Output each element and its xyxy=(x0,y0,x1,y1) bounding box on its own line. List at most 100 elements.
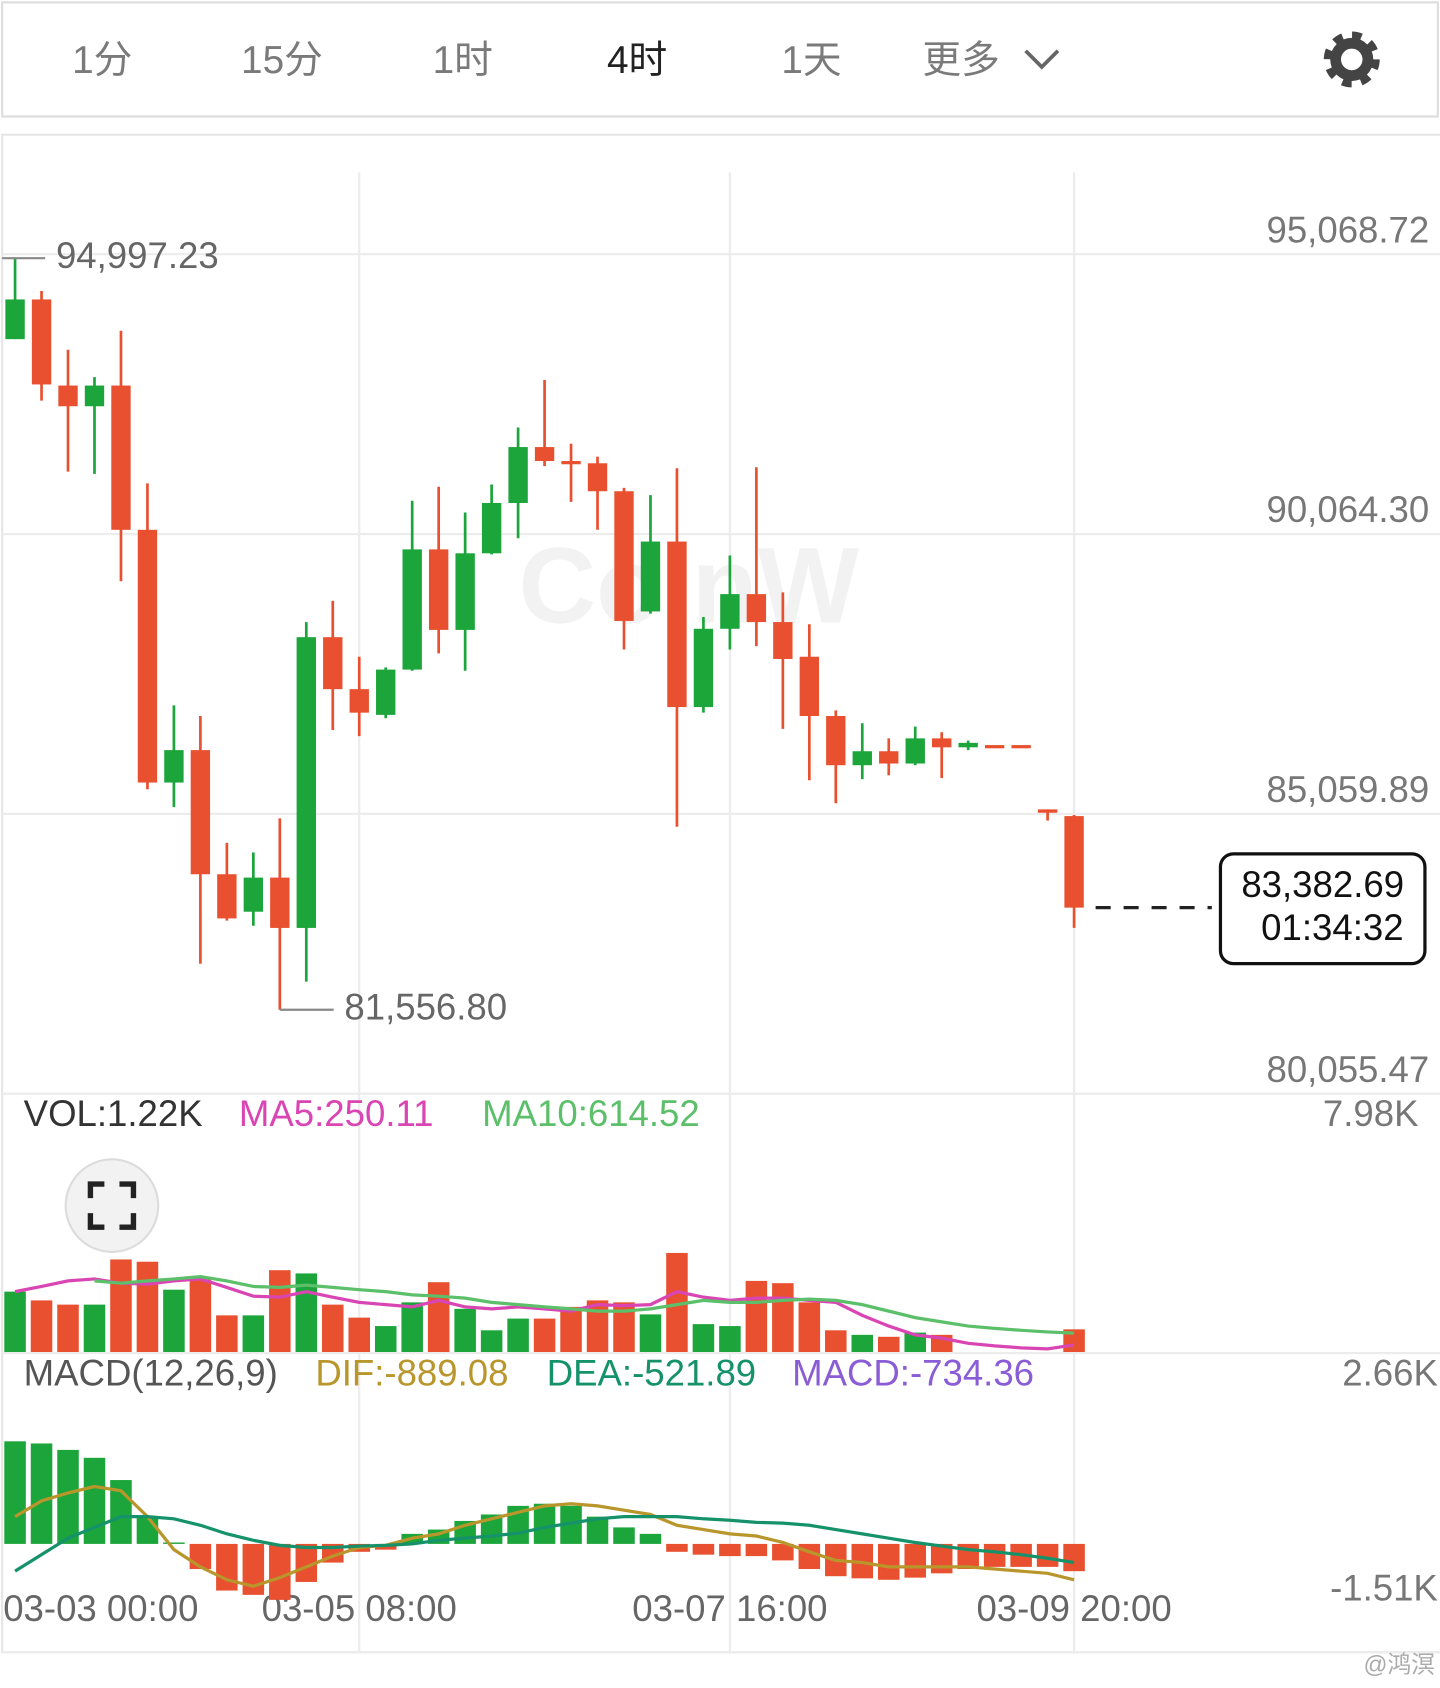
bar xyxy=(374,1326,397,1354)
bar xyxy=(4,1441,26,1544)
bar xyxy=(110,1259,132,1354)
x-tick-label: 03-03 00:00 xyxy=(3,1588,198,1629)
candle-body xyxy=(640,541,661,612)
candle-body xyxy=(190,750,211,875)
more-chevron[interactable] xyxy=(1024,49,1060,70)
candle-body xyxy=(984,745,1005,749)
bar xyxy=(348,1317,371,1354)
candle-body xyxy=(932,738,952,748)
bar xyxy=(904,1332,926,1354)
bar xyxy=(851,1334,874,1354)
bar xyxy=(269,1270,291,1354)
bar xyxy=(877,1543,900,1580)
candle-body xyxy=(164,750,184,783)
bar xyxy=(586,1300,609,1354)
candle-body xyxy=(323,637,343,690)
bar xyxy=(269,1543,291,1600)
bar xyxy=(745,1280,768,1354)
candle-body xyxy=(137,529,158,783)
bar xyxy=(480,1330,503,1354)
bar xyxy=(613,1527,635,1544)
bar xyxy=(692,1324,715,1354)
bar xyxy=(295,1543,318,1582)
bar xyxy=(877,1336,900,1354)
candle-body xyxy=(826,716,846,766)
x-tick-label: 03-07 16:00 xyxy=(632,1588,827,1629)
candle-body xyxy=(217,874,237,919)
gear-ring[interactable] xyxy=(1330,37,1374,81)
bar xyxy=(798,1302,821,1354)
bar xyxy=(533,1318,556,1354)
bar xyxy=(745,1543,768,1557)
bar xyxy=(163,1542,185,1544)
candle-body xyxy=(296,637,316,928)
candle-body xyxy=(481,502,502,554)
timeframe-tab[interactable]: 1分 xyxy=(72,39,132,82)
timeframe-tab[interactable]: 1时 xyxy=(433,39,493,82)
bar xyxy=(83,1457,106,1544)
candle-body xyxy=(1011,745,1031,749)
bar xyxy=(242,1315,265,1354)
bar xyxy=(560,1505,582,1544)
bar xyxy=(560,1306,582,1354)
bar xyxy=(189,1276,212,1354)
plot: 95,068.72 90,064.30 85,059.89 80,055.47 03-0… xyxy=(2,172,1440,1654)
legend-entry: MA10:614.52 xyxy=(482,1093,700,1134)
candle-body xyxy=(879,751,899,764)
candle-body xyxy=(905,738,925,764)
bar xyxy=(163,1289,185,1354)
candle-body xyxy=(111,385,131,530)
timeframe-tab[interactable]: 1天 xyxy=(781,39,841,82)
timeframe-tab[interactable]: 4时 xyxy=(607,39,667,82)
bar xyxy=(4,1291,26,1354)
bar xyxy=(719,1543,741,1557)
x-tick-label: 03-05 08:00 xyxy=(262,1588,457,1629)
legend-entry: MA5:250.11 xyxy=(239,1093,434,1134)
legend-title: MACD(12,26,9) xyxy=(24,1352,278,1393)
settings-icon[interactable] xyxy=(1323,31,1380,88)
y-tick-label: 90,064.30 xyxy=(1267,489,1430,530)
bar xyxy=(136,1516,159,1544)
candle-body xyxy=(31,299,52,385)
y-tick-label: 2.66K xyxy=(1342,1352,1438,1393)
timeframe-tab[interactable]: 更多 xyxy=(922,39,999,82)
bar xyxy=(401,1302,423,1354)
candle-body xyxy=(270,877,290,928)
y-tick-label: -1.51K xyxy=(1330,1568,1438,1609)
bar xyxy=(666,1543,688,1552)
fullscreen-circle[interactable] xyxy=(64,1158,160,1253)
timeframe-tab[interactable]: 15分 xyxy=(241,39,323,82)
legend-entry: DIF:-889.08 xyxy=(315,1352,508,1393)
candle-body xyxy=(720,594,740,629)
candle-body xyxy=(1037,809,1058,813)
candle-body xyxy=(693,628,714,708)
y-tick-label: 80,055.47 xyxy=(1267,1049,1430,1090)
legend-entry: DEA:-521.89 xyxy=(547,1352,756,1393)
bar xyxy=(136,1261,159,1354)
candle-body xyxy=(1064,816,1084,908)
bar xyxy=(586,1516,609,1544)
bar xyxy=(904,1543,926,1578)
bar xyxy=(507,1318,529,1354)
candle-body xyxy=(746,594,767,623)
fullscreen-button[interactable] xyxy=(64,1158,160,1253)
gear-teeth[interactable] xyxy=(1323,31,1380,88)
fullscreen-glyph[interactable] xyxy=(87,1181,137,1230)
x-tick-label: 03-09 20:00 xyxy=(976,1588,1171,1629)
bar xyxy=(719,1326,741,1354)
candle-body xyxy=(587,463,608,492)
bar xyxy=(772,1283,794,1354)
candle-body xyxy=(852,751,872,766)
bar xyxy=(242,1543,265,1595)
candle-body xyxy=(428,549,449,630)
candle-body xyxy=(667,541,687,708)
candle-body xyxy=(84,385,105,407)
bar xyxy=(533,1503,556,1544)
indicator-line xyxy=(14,1484,1075,1588)
bar xyxy=(216,1315,238,1354)
last-price-label: 83,382.69 xyxy=(1241,864,1404,905)
y-tick-label: 85,059.89 xyxy=(1267,769,1430,810)
min-label: 81,556.80 xyxy=(344,986,507,1027)
